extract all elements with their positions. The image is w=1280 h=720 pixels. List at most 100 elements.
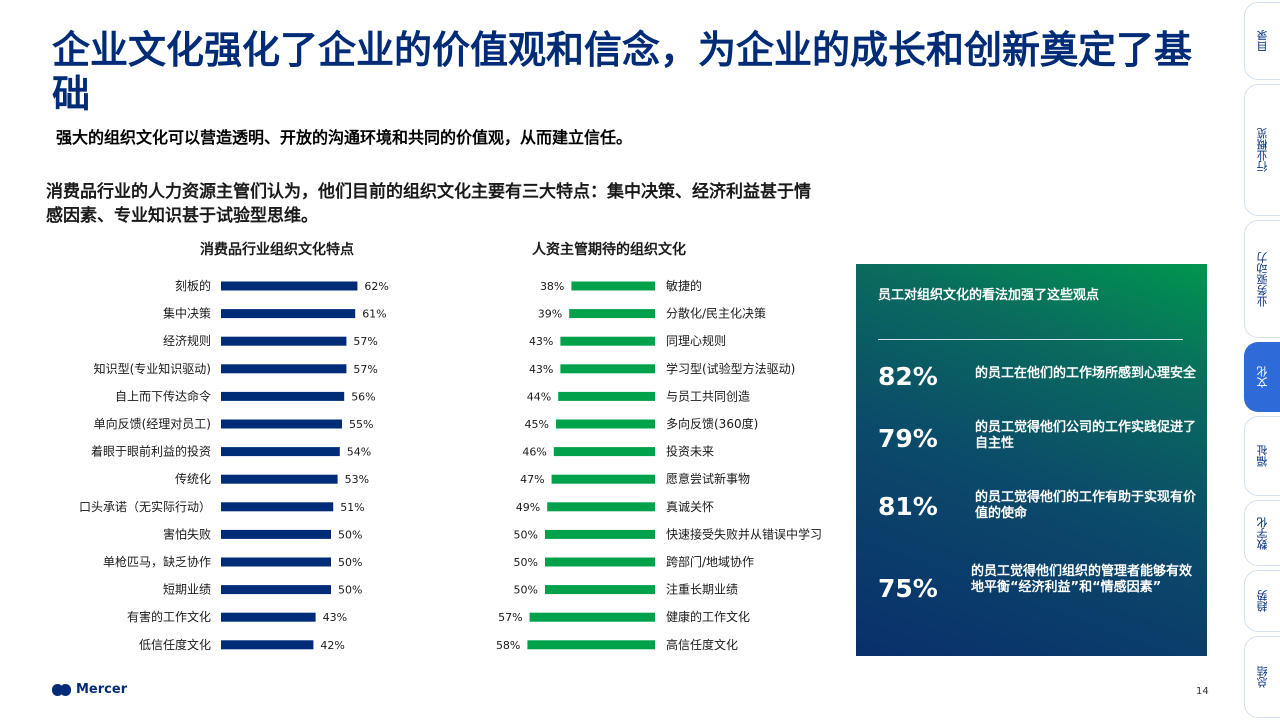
stat-value: 79% [878, 424, 938, 453]
tab-summary[interactable]: 总结 [1244, 636, 1280, 718]
chart-right-title: 人资主管期待的组织文化 [532, 242, 686, 258]
data-label: 44% [527, 390, 551, 403]
category-label: 注重长期业绩 [666, 582, 738, 597]
stat-value: 81% [878, 492, 938, 521]
tab-contents[interactable]: 目录 [1244, 2, 1280, 80]
data-label: 54% [347, 446, 371, 459]
bar [545, 585, 655, 595]
category-label: 知识型(专业知识驱动) [94, 361, 211, 376]
page-number: 14 [1196, 686, 1209, 697]
data-label: 43% [529, 335, 553, 348]
tab-wellbeing[interactable]: 福祉 [1244, 416, 1280, 496]
bar [560, 336, 655, 346]
panel-divider [878, 339, 1183, 340]
data-label: 50% [338, 556, 362, 569]
category-label: 敏捷的 [666, 278, 702, 293]
bar [221, 281, 358, 291]
logo-text: Mercer [76, 682, 128, 697]
page-subtitle: 强大的组织文化可以营造透明、开放的沟通环境和共同的价值观，从而建立信任。 [56, 128, 633, 147]
panel-title: 员工对组织文化的看法加强了这些观点 [878, 288, 1100, 303]
data-label: 51% [340, 501, 364, 514]
bar [221, 585, 331, 595]
data-label: 43% [529, 363, 553, 376]
bar [221, 336, 347, 346]
category-label: 分散化/民主化决策 [666, 306, 766, 321]
bar [221, 391, 345, 401]
category-label: 同理心规则 [666, 333, 726, 348]
data-label: 58% [496, 639, 520, 652]
category-label: 快速接受失败并从错误中学习 [666, 526, 822, 541]
stat-text: 的员工觉得他们公司的工作实践促进了自主性 [975, 420, 1197, 451]
stat-text: 的员工觉得他们组织的管理者能够有效地平衡“经济利益”和“情感因素” [971, 564, 1193, 595]
data-label: 43% [323, 611, 347, 624]
bar [556, 419, 655, 429]
category-label: 着眼于眼前利益的投资 [91, 444, 211, 459]
stat-value: 75% [878, 574, 938, 603]
category-label: 传统化 [175, 471, 211, 486]
category-label: 学习型(试验型方法驱动) [666, 361, 795, 376]
category-label: 单枪匹马，缺乏协作 [103, 554, 211, 569]
category-label: 经济规则 [163, 333, 211, 348]
bar [221, 447, 340, 457]
tab-culture[interactable]: 文化 [1244, 342, 1280, 412]
bar [221, 419, 342, 429]
data-label: 53% [345, 473, 369, 486]
data-label: 57% [498, 611, 522, 624]
bar [545, 529, 655, 539]
bar [545, 557, 655, 567]
bar [558, 391, 655, 401]
category-label: 自上而下传达命令 [115, 388, 211, 403]
category-label: 跨部门/地域协作 [666, 554, 754, 569]
data-label: 50% [514, 528, 538, 541]
data-label: 50% [514, 584, 538, 597]
tab-digital[interactable]: 数字化 [1244, 500, 1280, 566]
mercer-logo-icon [52, 683, 72, 696]
data-label: 39% [538, 308, 562, 321]
stat-value: 82% [878, 362, 938, 391]
bar [221, 612, 316, 622]
bar [571, 281, 655, 291]
data-label: 46% [522, 446, 546, 459]
data-label: 50% [514, 556, 538, 569]
data-label: 49% [516, 501, 540, 514]
data-label: 55% [349, 418, 373, 431]
category-label: 害怕失败 [163, 526, 211, 541]
category-label: 多向反馈(360度) [666, 416, 758, 431]
bar [529, 612, 655, 622]
data-label: 61% [362, 308, 386, 321]
category-label: 有害的工作文化 [127, 609, 211, 624]
chart-left-title: 消费品行业组织文化特点 [200, 242, 354, 258]
data-label: 57% [353, 335, 377, 348]
insight-panel: 员工对组织文化的看法加强了这些观点 82% 的员工在他们的工作场所感到心理安全 … [856, 264, 1207, 656]
stat-text: 的员工觉得他们的工作有助于实现有价值的使命 [975, 490, 1197, 521]
mercer-logo: Mercer [52, 682, 127, 697]
bar [527, 640, 655, 650]
category-label: 口头承诺（无实际行动） [79, 499, 211, 514]
tab-industry-overview[interactable]: 行业概览 [1244, 84, 1280, 216]
bar [221, 474, 338, 484]
stat-text: 的员工在他们的工作场所感到心理安全 [975, 366, 1197, 381]
category-label: 健康的工作文化 [666, 609, 750, 624]
bar [221, 502, 334, 512]
bar [221, 364, 347, 374]
bar [221, 529, 331, 539]
bar [221, 309, 356, 319]
tab-business-drivers[interactable]: 业务驱动力 [1244, 220, 1280, 338]
side-nav: 目录 行业概览 业务驱动力 文化 福祉 数字化 趋势 总结 [1244, 0, 1280, 720]
data-label: 47% [520, 473, 544, 486]
tab-trends[interactable]: 趋势 [1244, 570, 1280, 632]
bar-charts: 刻板的 62% 集中决策 61% 经济规则 57% 知识型(专业知识驱动) 57% 自上而下传达… [79, 278, 822, 652]
data-label: 45% [525, 418, 549, 431]
category-label: 低信任度文化 [139, 637, 211, 652]
data-label: 50% [338, 528, 362, 541]
data-label: 56% [351, 390, 375, 403]
category-label: 单向反馈(经理对员工) [94, 416, 211, 431]
page-title: 企业文化强化了企业的价值观和信念，为企业的成长和创新奠定了基础 [52, 28, 1193, 116]
data-label: 50% [338, 584, 362, 597]
bar [551, 474, 655, 484]
category-label: 与员工共同创造 [666, 389, 750, 403]
bar [221, 640, 314, 650]
data-label: 57% [353, 363, 377, 376]
bar [560, 364, 655, 374]
category-label: 真诚关怀 [666, 500, 714, 514]
